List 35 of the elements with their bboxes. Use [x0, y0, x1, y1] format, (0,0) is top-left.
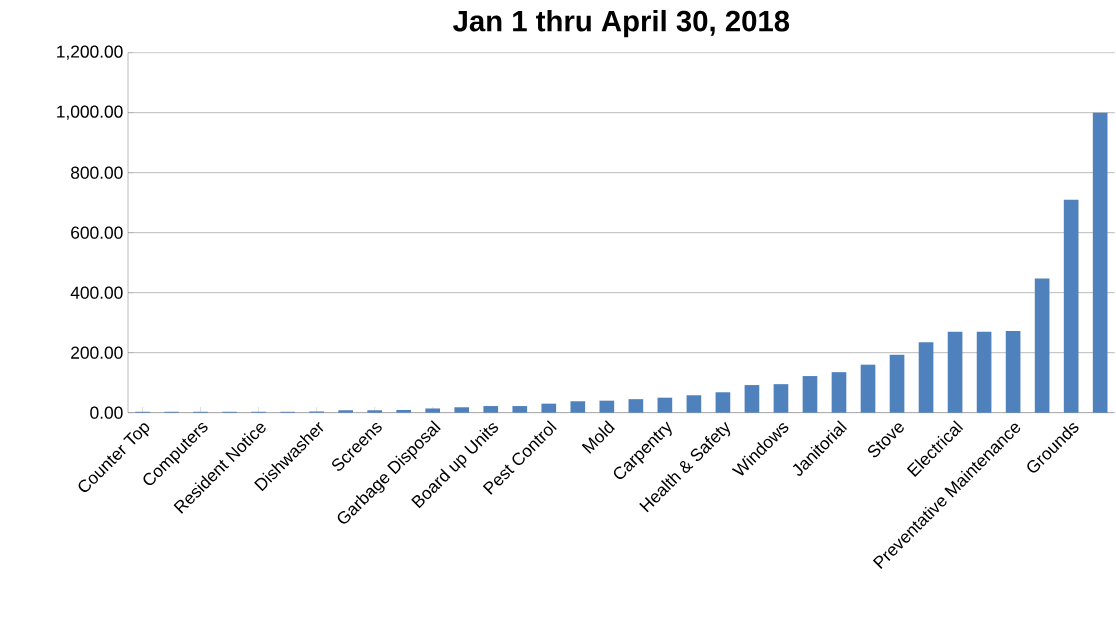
- bar: [570, 401, 586, 413]
- bar: [425, 408, 441, 413]
- bar: [512, 406, 528, 413]
- bar: [1092, 112, 1108, 413]
- y-tick-label: 1,000.00: [57, 105, 123, 120]
- bar: [773, 384, 789, 413]
- bar: [947, 331, 963, 413]
- bar: [1063, 199, 1079, 413]
- y-tick-label: 200.00: [71, 346, 123, 359]
- y-tick-label: 1,200.00: [57, 45, 123, 60]
- bar: [889, 354, 905, 413]
- y-tick-label: 0.00: [90, 406, 123, 419]
- chart-title: Jan 1 thru April 30, 2018: [453, 9, 790, 38]
- bar: [715, 392, 731, 413]
- bar: [802, 376, 818, 413]
- bar: [628, 399, 644, 413]
- bar: [396, 409, 412, 413]
- bar: [1034, 278, 1050, 413]
- bar: [454, 407, 470, 413]
- bar: [541, 403, 557, 413]
- y-tick-label: 800.00: [71, 166, 123, 179]
- bar: [686, 395, 702, 413]
- bar: [657, 397, 673, 413]
- bar: [976, 331, 992, 413]
- bar: [599, 400, 615, 413]
- bar: [918, 342, 934, 413]
- y-tick-label: 400.00: [70, 286, 123, 299]
- bar: [1005, 331, 1021, 413]
- bar: [367, 410, 383, 413]
- bar: [860, 364, 876, 413]
- bar: [483, 406, 499, 413]
- y-tick-label: 600.00: [71, 226, 123, 239]
- bar: [744, 385, 760, 413]
- bar: [831, 372, 847, 413]
- bar: [338, 410, 353, 413]
